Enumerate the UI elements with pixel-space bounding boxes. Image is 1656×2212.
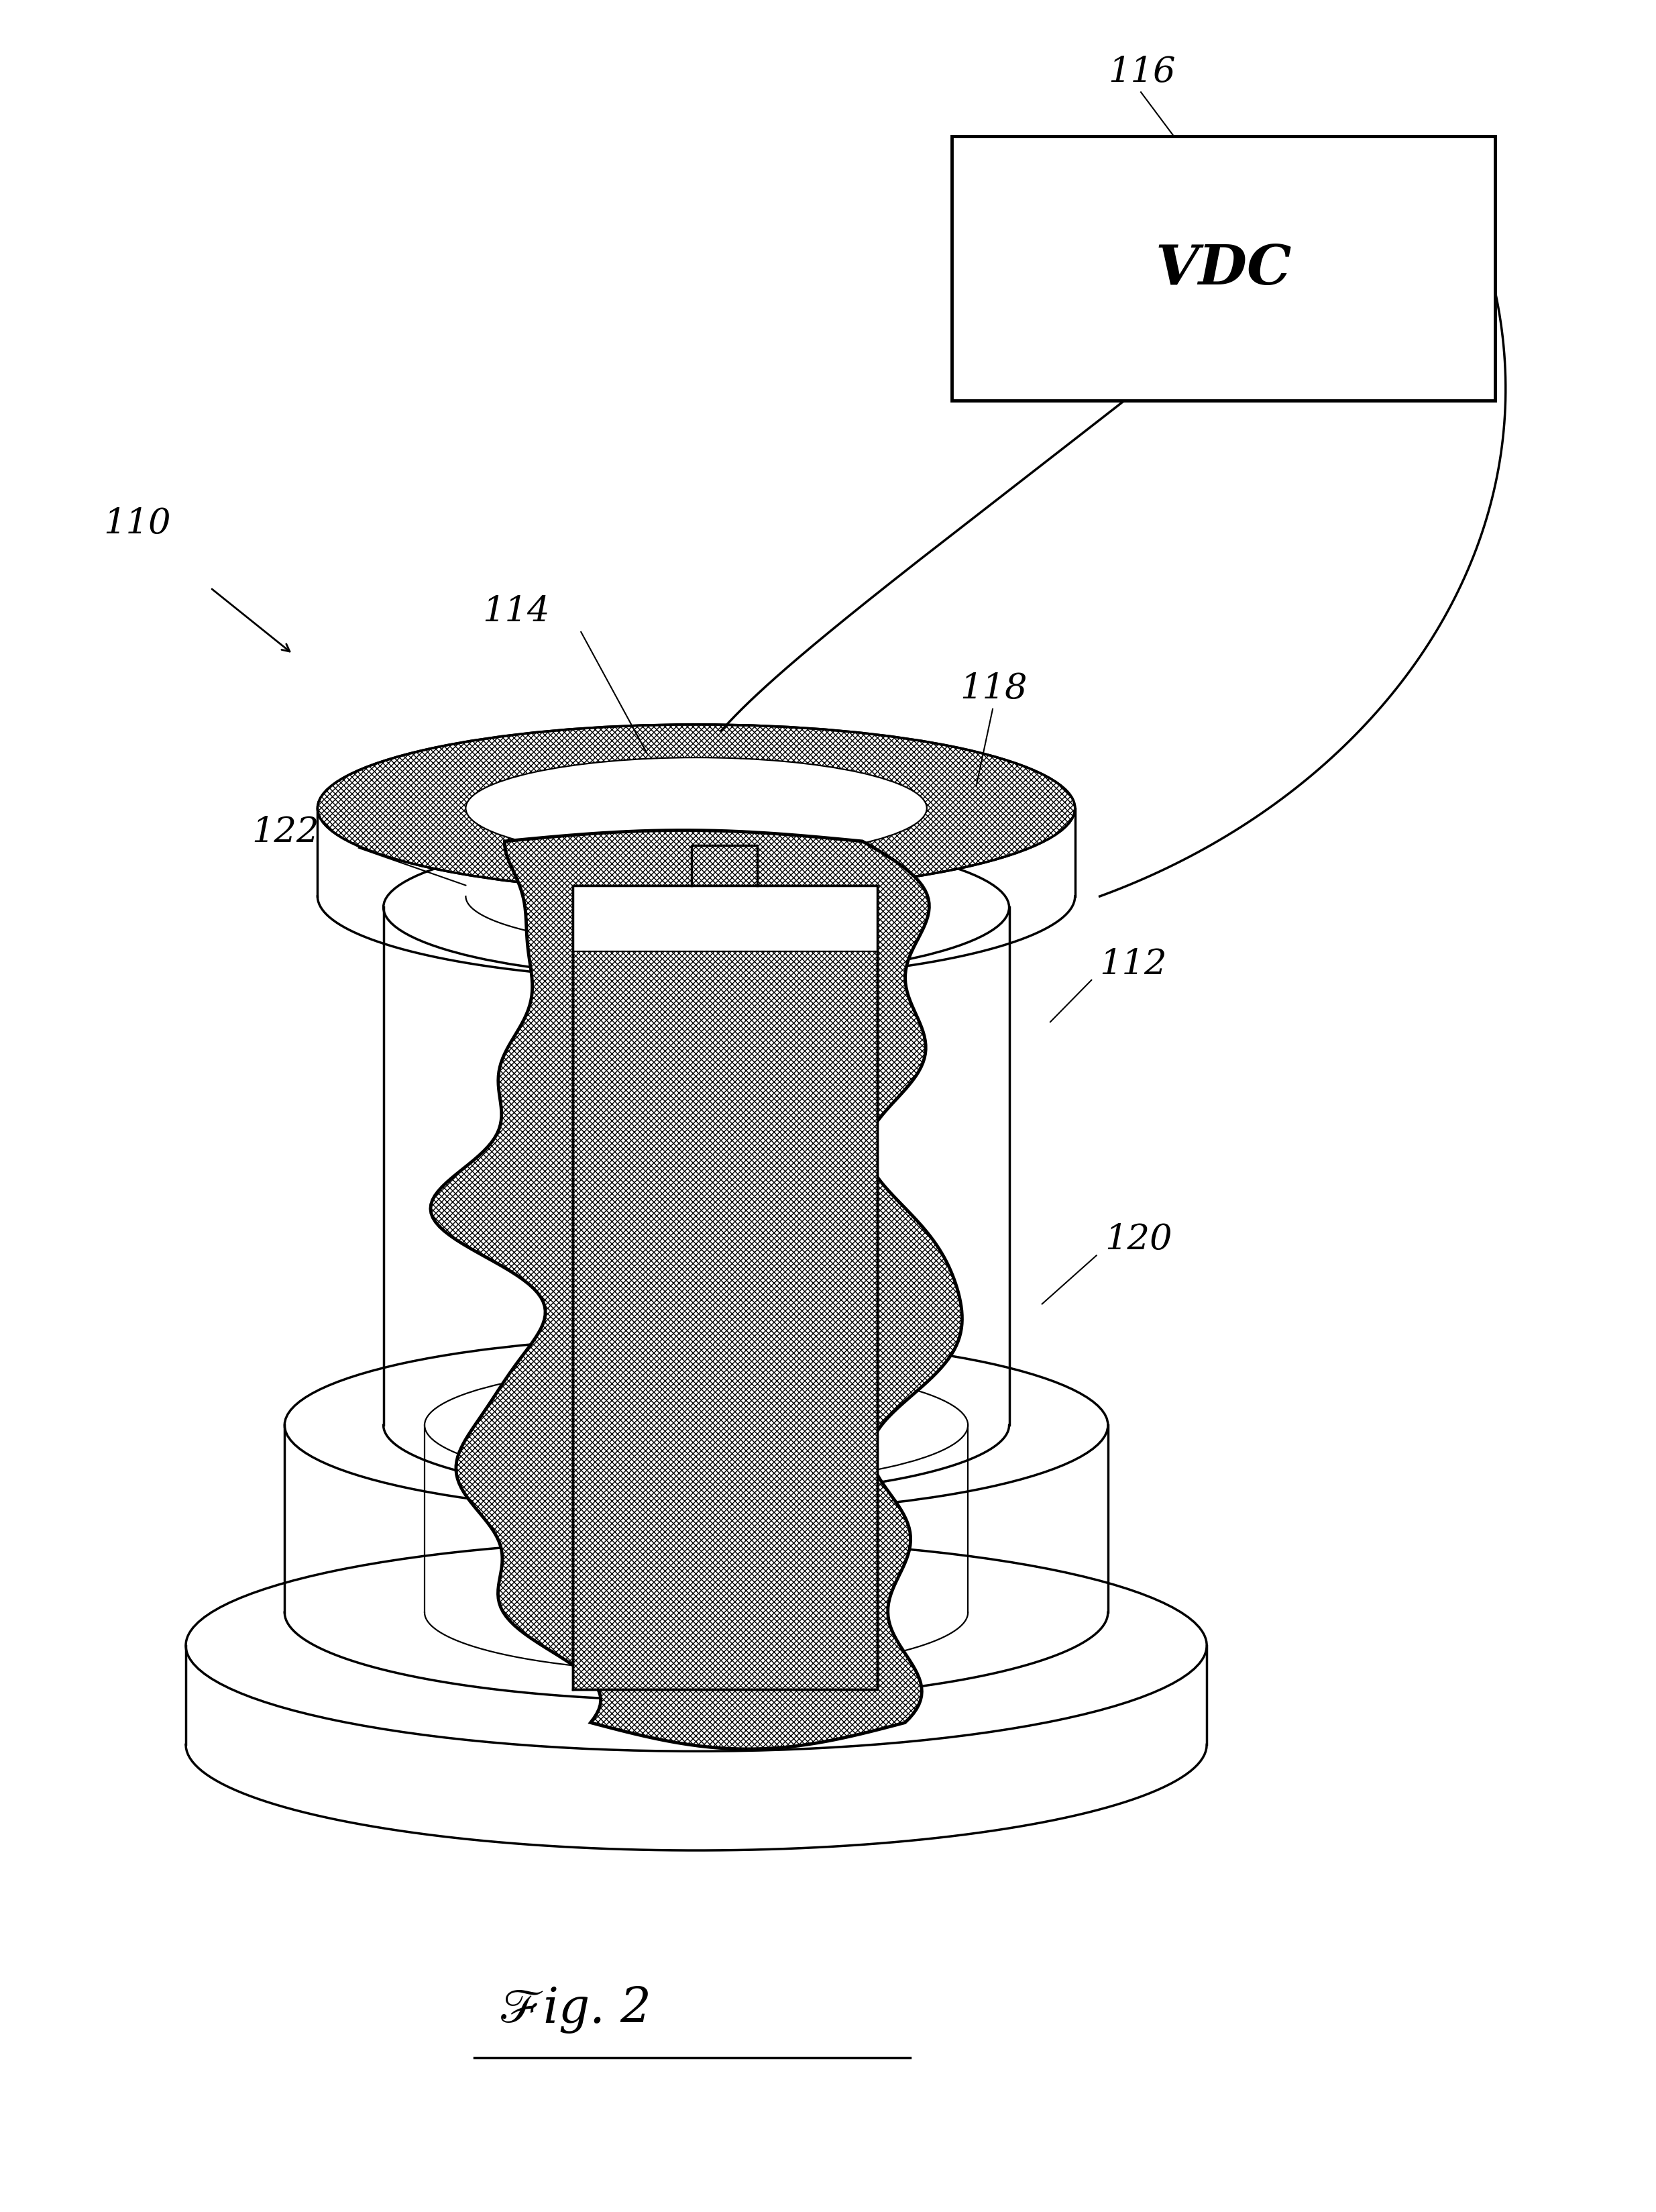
Text: 120: 120	[1105, 1223, 1172, 1256]
Ellipse shape	[465, 759, 927, 858]
Polygon shape	[431, 832, 962, 1750]
Ellipse shape	[185, 1540, 1207, 1752]
Text: VDC: VDC	[1154, 241, 1292, 296]
Text: 112: 112	[1100, 947, 1167, 982]
Polygon shape	[573, 885, 878, 1690]
Text: 122: 122	[252, 814, 320, 849]
Text: 110: 110	[103, 507, 171, 540]
Text: 114: 114	[482, 595, 550, 628]
Ellipse shape	[384, 838, 1009, 978]
Bar	[952, 137, 1495, 400]
Text: $\mathscr{F}$ig. 2: $\mathscr{F}$ig. 2	[498, 1984, 649, 2035]
Ellipse shape	[285, 1338, 1108, 1513]
Ellipse shape	[318, 726, 1075, 891]
Text: 116: 116	[1108, 55, 1176, 88]
Text: 118: 118	[960, 672, 1027, 706]
Polygon shape	[573, 885, 878, 951]
